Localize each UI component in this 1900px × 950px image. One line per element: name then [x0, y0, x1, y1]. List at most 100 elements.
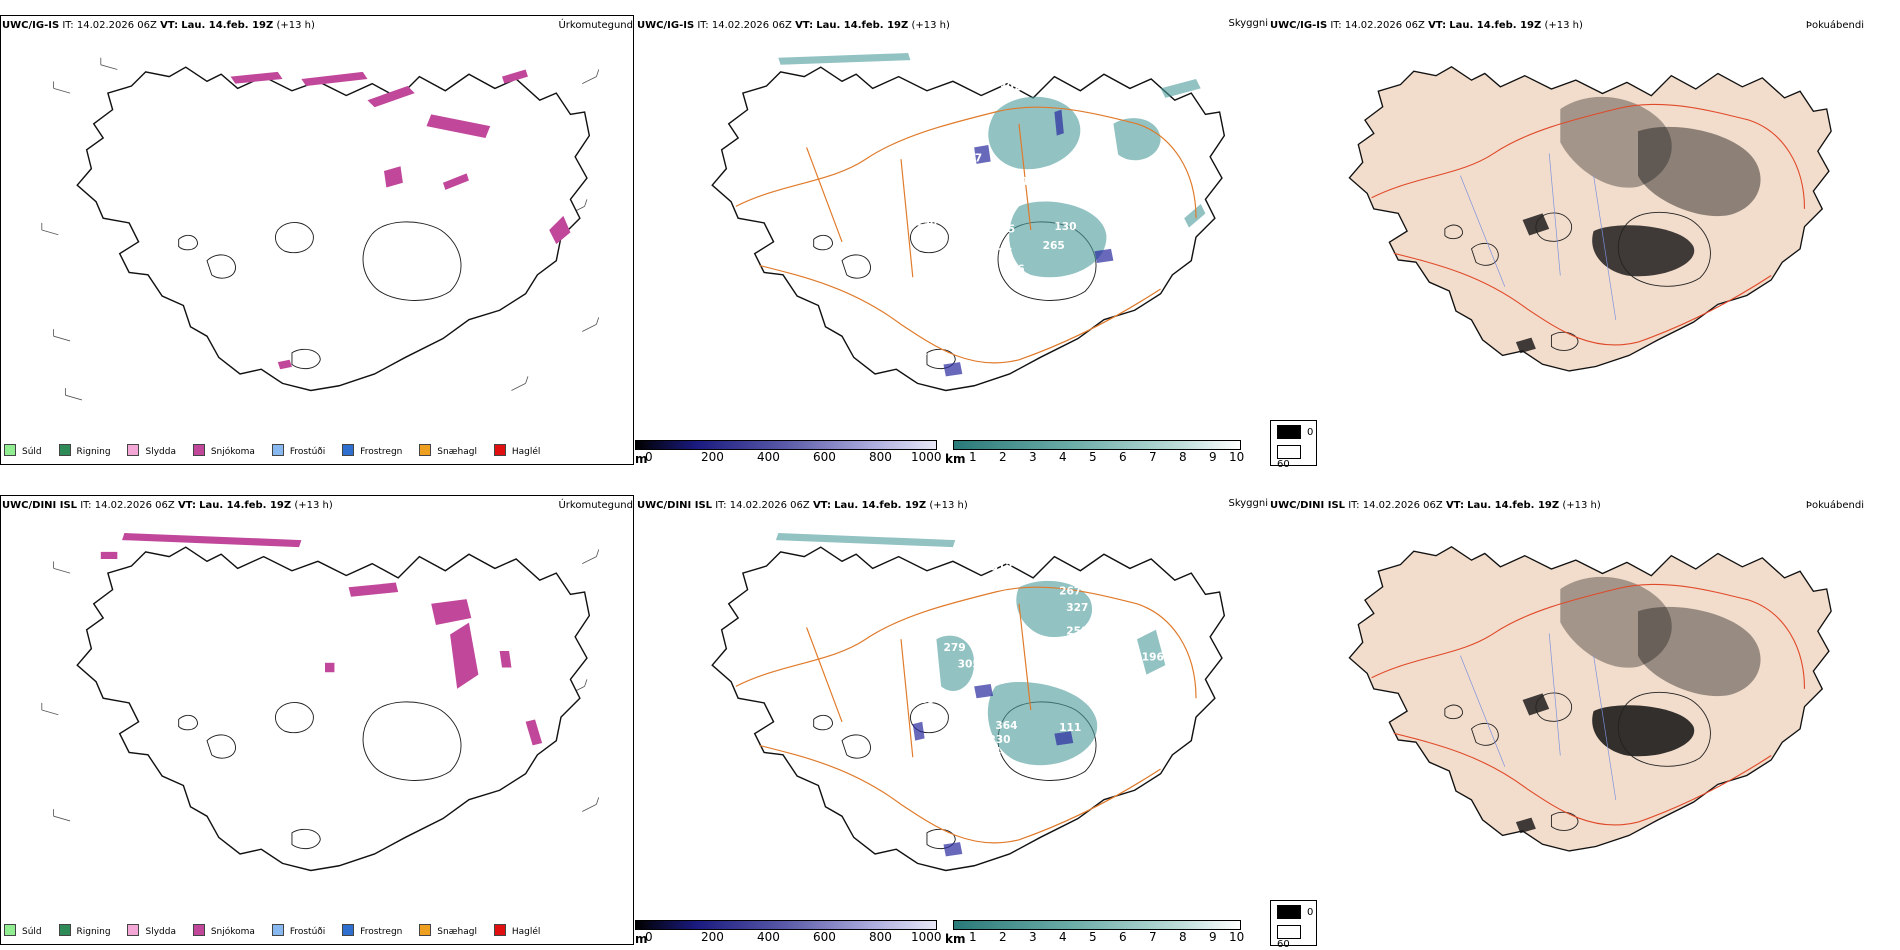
legend-swatch — [192, 444, 205, 456]
precip-type-map — [41, 57, 600, 401]
model-name: UWC/IG-IS — [637, 20, 695, 31]
legend-swatch — [58, 924, 71, 936]
visibility-value-label: 196 — [1142, 650, 1164, 663]
panel-header: UWC/DINI ISL IT: 14.02.2026 06Z VT: Lau.… — [637, 498, 1270, 515]
legend-item: Snæhagl — [419, 444, 477, 457]
fog-swatch-white — [1277, 925, 1301, 939]
visibility-value-label: 835 — [953, 717, 975, 730]
map-frame — [0, 495, 634, 945]
lead-time: (+13 h) — [294, 500, 333, 511]
visibility-tick: 3 — [1029, 450, 1037, 464]
legend-label: Slydda — [145, 927, 176, 937]
visibility-value-label: 302 — [999, 81, 1021, 94]
lead-time: (+13 h) — [1562, 500, 1601, 511]
visibility-tick: 4 — [1059, 930, 1067, 944]
legend-swatch — [127, 924, 140, 936]
valid-time-label: VT: — [1428, 20, 1447, 31]
fog-map — [1348, 66, 1832, 372]
elevation-tick: 600 — [813, 450, 836, 464]
init-time: IT: 14.02.2026 06Z — [715, 500, 810, 511]
legend-item: Haglél — [493, 444, 541, 457]
elevation-tick: 200 — [701, 450, 724, 464]
fog-panel-row2: UWC/DINI ISL IT: 14.02.2026 06Z VT: Lau.… — [1270, 495, 1900, 950]
fog-legend: 0 60 — [1270, 900, 1317, 950]
valid-time: Lau. 14.feb. 19Z — [1449, 20, 1542, 31]
visibility-tick: 7 — [1149, 930, 1157, 944]
panel-header: UWC/IG-IS IT: 14.02.2026 06Z VT: Lau. 14… — [2, 19, 635, 35]
legend-label: Frostregn — [360, 927, 403, 937]
visibility-value-label: 327 — [1066, 601, 1088, 614]
lead-time: (+13 h) — [1544, 20, 1583, 31]
visibility-value-label: 370 — [1066, 173, 1088, 186]
legend-label: Slydda — [145, 447, 176, 457]
legend-swatch — [4, 444, 16, 456]
visibility-value-label: 258 — [1066, 624, 1088, 637]
valid-time-label: VT: — [812, 500, 831, 511]
model-name: UWC/IG-IS — [1270, 20, 1328, 31]
visibility-unit: km — [945, 932, 966, 946]
elevation-tick: 200 — [701, 930, 724, 944]
fog-swatch-white — [1277, 445, 1301, 459]
legend-item: Slydda — [127, 924, 176, 937]
visibility-value-label: 364 — [995, 719, 1017, 732]
panel-title: Skyggni — [1228, 18, 1268, 29]
legend-label: Súld — [22, 447, 42, 457]
panel-title: Þokuábendi — [1805, 500, 1864, 511]
init-time: IT: 14.02.2026 06Z — [80, 500, 175, 511]
elevation-tick: 600 — [813, 930, 836, 944]
valid-time: Lau. 14.feb. 19Z — [199, 500, 292, 511]
visibility-tick: 1 — [969, 450, 977, 464]
init-time: IT: 14.02.2026 06Z — [62, 20, 157, 31]
visibility-tick: 5 — [1089, 930, 1097, 944]
visibility-value-label: 376 — [955, 698, 977, 711]
panel-title: Úrkomutegund — [558, 500, 633, 511]
legend-item: Súld — [4, 924, 42, 937]
legend-label: Frostúði — [289, 447, 326, 457]
legend-item: Frostregn — [342, 444, 402, 457]
visibility-gradient — [953, 920, 1241, 930]
legend-swatch — [493, 924, 506, 936]
elevation-unit: m — [635, 452, 648, 466]
model-name: UWC/IG-IS — [2, 20, 60, 31]
visibility-tick: 9 — [1209, 450, 1217, 464]
panel-title: Þokuábendi — [1805, 20, 1864, 31]
visibility-tick: 3 — [1029, 930, 1037, 944]
elevation-colorbar: m 0 200 400 600 800 1000 — [635, 440, 945, 468]
visibility-tick: 8 — [1179, 930, 1187, 944]
low-ceiling-areas — [943, 109, 1114, 377]
elevation-tick: 0 — [645, 450, 653, 464]
panel-header: UWC/IG-IS IT: 14.02.2026 06Z VT: Lau. 14… — [637, 18, 1270, 35]
visibility-value-label: 150 — [1104, 159, 1126, 172]
legend-label: Haglél — [511, 447, 541, 457]
visibility-value-label: 305 — [958, 658, 980, 671]
legend-label: Súld — [22, 927, 42, 937]
legend-label: Snjókoma — [210, 447, 255, 457]
legend-item: Snjókoma — [192, 924, 255, 937]
fog-legend-row: 0 — [1277, 905, 1313, 919]
visibility-value-label: 311 — [925, 206, 947, 219]
elevation-gradient — [635, 920, 937, 930]
visibility-tick: 10 — [1229, 930, 1245, 944]
map-frame — [0, 15, 634, 465]
visibility-value-label: 158 — [984, 674, 1006, 687]
valid-time: Lau. 14.feb. 19Z — [834, 500, 927, 511]
legend-swatch — [419, 924, 432, 936]
legend-swatch — [271, 924, 284, 936]
elevation-tick: 0 — [645, 930, 653, 944]
snow-areas — [230, 69, 571, 370]
visibility-value-label: 221 — [1007, 175, 1029, 188]
legend-label: Haglél — [511, 927, 541, 937]
panel-header: UWC/IG-IS IT: 14.02.2026 06Z VT: Lau. 14… — [1270, 19, 1900, 35]
fog-swatch-black — [1277, 425, 1301, 439]
visibility-tick: 6 — [1119, 450, 1127, 464]
visibility-value-label: 225 — [991, 246, 1013, 259]
legend-swatch — [493, 444, 506, 456]
lead-time: (+13 h) — [276, 20, 315, 31]
model-name: UWC/DINI ISL — [637, 500, 713, 511]
fog-legend-row: 60 — [1277, 445, 1316, 470]
visibility-value-label: 438 — [1102, 178, 1124, 191]
fog-legend-row: 0 — [1277, 425, 1313, 439]
elevation-tick: 1000 — [911, 930, 942, 944]
